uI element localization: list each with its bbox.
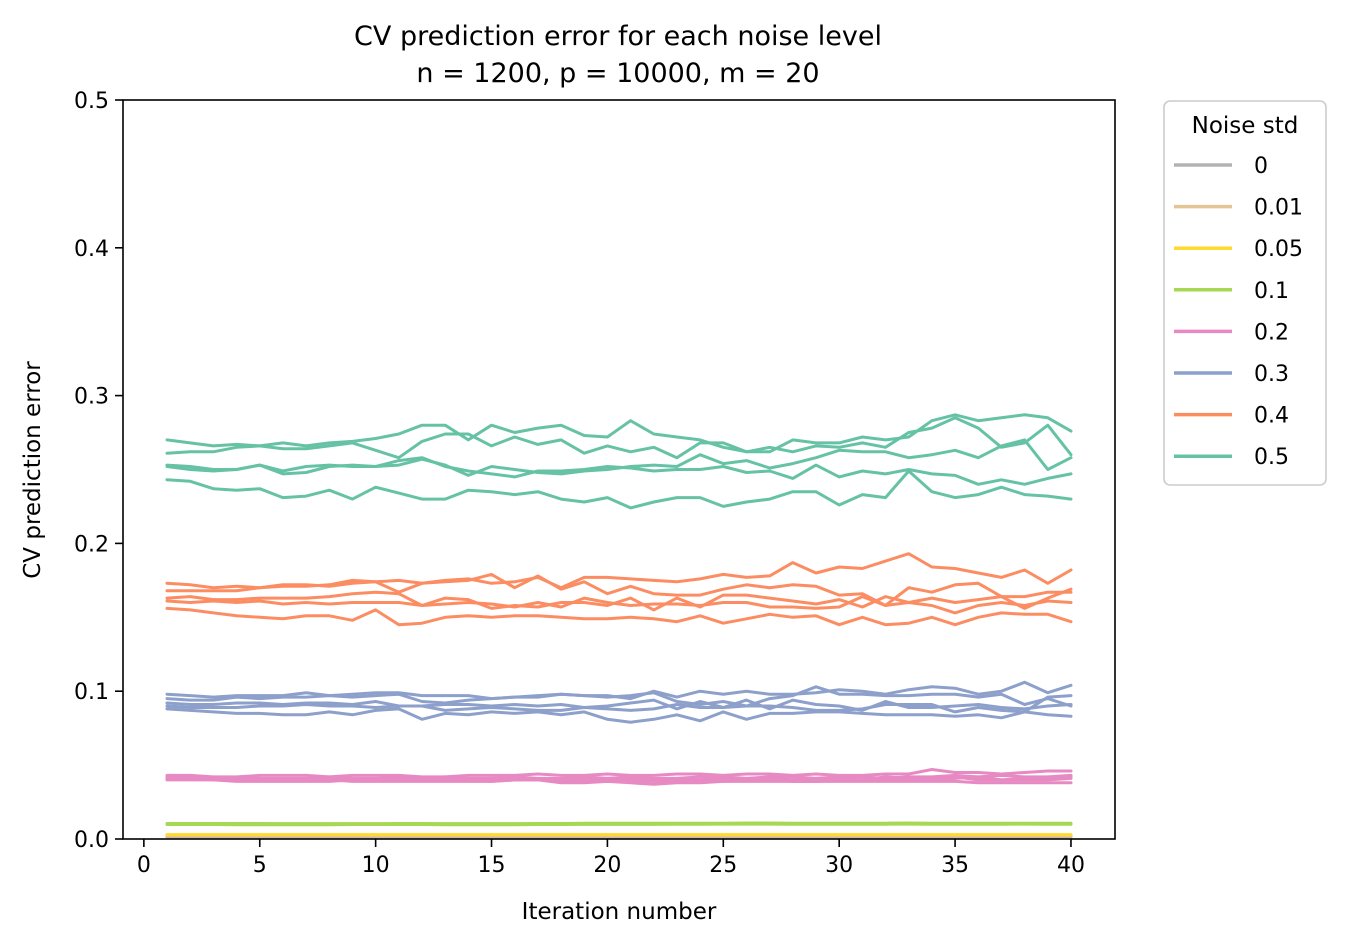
series-line-0-3-run-4 (165, 694, 1073, 714)
y-tick-label: 0.3 (74, 385, 109, 410)
x-tick-label: 25 (709, 853, 737, 878)
x-tick-label: 0 (137, 853, 151, 878)
y-axis-label: CV prediction error (20, 361, 46, 579)
legend-title: Noise std (1192, 113, 1299, 139)
plot-frame (122, 99, 1116, 840)
legend-label-0-01: 0.01 (1254, 196, 1303, 221)
legend-label-0: 0 (1254, 154, 1268, 179)
legend-entries: 0 0.01 0.05 0.1 0.2 0.3 0.4 0.5 (1174, 154, 1303, 470)
series-line-0-3-run-3 (165, 698, 1073, 712)
x-axis: 0 5 10 15 20 25 30 35 40 (137, 839, 1085, 878)
x-tick-label: 5 (253, 853, 267, 878)
y-tick-label: 0.1 (74, 680, 109, 705)
series-line-0-4-run-2 (165, 572, 1073, 607)
series-line-0-4-run-5 (165, 606, 1073, 627)
y-tick-label: 0.4 (74, 237, 109, 262)
chart-subtitle: n = 1200, p = 10000, m = 20 (416, 58, 819, 89)
x-tick-label: 20 (593, 853, 621, 878)
x-axis-label: Iteration number (522, 899, 717, 925)
plot-lines (165, 413, 1073, 839)
legend-label-0-1: 0.1 (1254, 279, 1289, 304)
series-line-0-5-run-1 (165, 413, 1073, 454)
legend: Noise std 0 0.01 0.05 0.1 0.2 0.3 0.4 0.5 (1163, 100, 1327, 486)
x-tick-label: 30 (825, 853, 853, 878)
series-line-0-1-run-3 (165, 822, 1073, 826)
y-tick-label: 0.0 (74, 828, 109, 853)
y-axis: 0.0 0.1 0.2 0.3 0.4 0.5 (74, 89, 123, 853)
x-tick-label: 10 (362, 853, 390, 878)
series-line-0-4-run-4 (165, 595, 1073, 615)
series-line-0-5-run-4 (165, 456, 1073, 486)
x-tick-label: 35 (941, 853, 969, 878)
series-line-0-3-run-5 (165, 707, 1073, 724)
legend-label-0-4: 0.4 (1254, 404, 1289, 429)
series-line-0-3-run-2 (165, 685, 1073, 708)
legend-box (1163, 100, 1327, 486)
legend-label-0-05: 0.05 (1254, 237, 1303, 262)
series-line-0-5-run-5 (165, 469, 1073, 510)
legend-label-0-5: 0.5 (1254, 445, 1289, 470)
series-line-0-4-run-1 (165, 552, 1073, 594)
series-line-0-2-run-5 (165, 776, 1073, 785)
legend-label-0-3: 0.3 (1254, 362, 1289, 387)
y-tick-label: 0.2 (74, 532, 109, 557)
legend-label-0-2: 0.2 (1254, 320, 1289, 345)
x-tick-label: 15 (478, 853, 506, 878)
x-tick-label: 40 (1057, 853, 1085, 878)
series-line-0-4-run-3 (165, 587, 1073, 612)
y-tick-label: 0.5 (74, 89, 109, 114)
chart-title: CV prediction error for each noise level (354, 21, 882, 52)
series-line-0-5-run-2 (165, 416, 1073, 460)
